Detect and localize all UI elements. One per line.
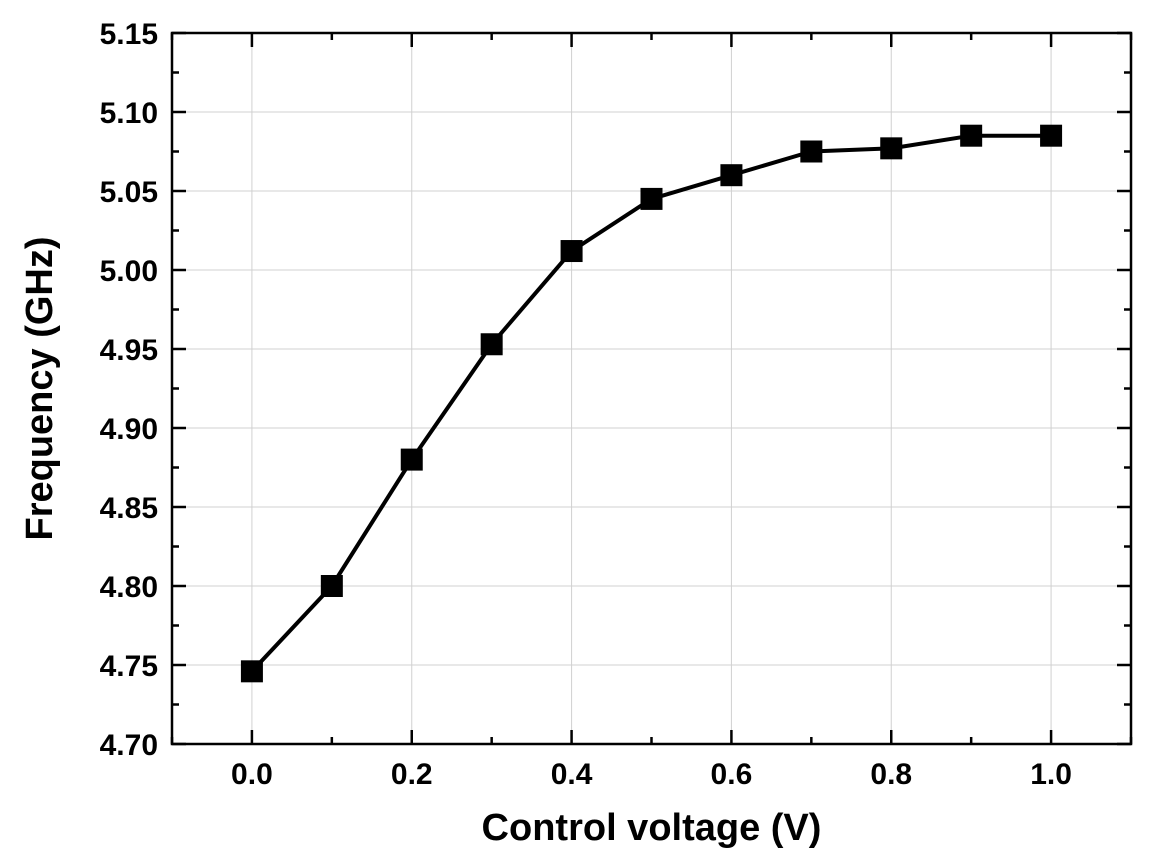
x-tick-label: 1.0 xyxy=(1030,758,1072,791)
y-tick-label: 5.15 xyxy=(100,18,158,51)
y-tick-labels: 4.70 4.75 4.80 4.85 4.90 4.95 5.00 5.05 5.10 5.15 xyxy=(100,18,158,762)
data-point-marker xyxy=(560,240,583,263)
x-tick-labels: 0.0 0.2 0.4 0.6 0.8 1.0 xyxy=(231,758,1072,791)
x-tick-label: 0.6 xyxy=(711,758,753,791)
x-tick-label: 0.0 xyxy=(231,758,273,791)
y-tick-label: 5.05 xyxy=(100,176,158,209)
y-axis-title: Frequency (GHz) xyxy=(19,236,61,540)
data-point-marker xyxy=(800,140,823,163)
x-tick-label: 0.8 xyxy=(870,758,912,791)
data-point-marker xyxy=(1040,124,1063,147)
y-tick-label: 4.70 xyxy=(100,729,158,762)
grid xyxy=(172,32,1131,745)
data-point-marker xyxy=(400,448,423,471)
y-tick-label: 4.95 xyxy=(100,334,158,367)
plot-frame xyxy=(170,31,1133,746)
y-tick-label: 4.80 xyxy=(100,571,158,604)
data-point-marker xyxy=(960,124,983,147)
data-point-marker xyxy=(240,660,263,683)
y-tick-label: 4.85 xyxy=(100,492,158,525)
axis-ticks xyxy=(170,31,1133,746)
series-layer xyxy=(240,124,1063,683)
y-tick-label: 5.00 xyxy=(100,255,158,288)
y-tick-label: 5.10 xyxy=(100,97,158,130)
data-point-marker xyxy=(320,575,343,597)
y-tick-label: 4.75 xyxy=(100,650,158,683)
x-tick-label: 0.2 xyxy=(391,758,433,791)
data-point-marker xyxy=(720,164,743,187)
x-axis-title: Control voltage (V) xyxy=(482,807,822,849)
data-point-marker xyxy=(480,333,503,356)
data-point-marker xyxy=(640,187,663,210)
data-point-marker xyxy=(880,137,903,160)
y-tick-label: 4.90 xyxy=(100,413,158,446)
series-line xyxy=(250,133,1052,673)
x-tick-label: 0.4 xyxy=(551,758,593,791)
